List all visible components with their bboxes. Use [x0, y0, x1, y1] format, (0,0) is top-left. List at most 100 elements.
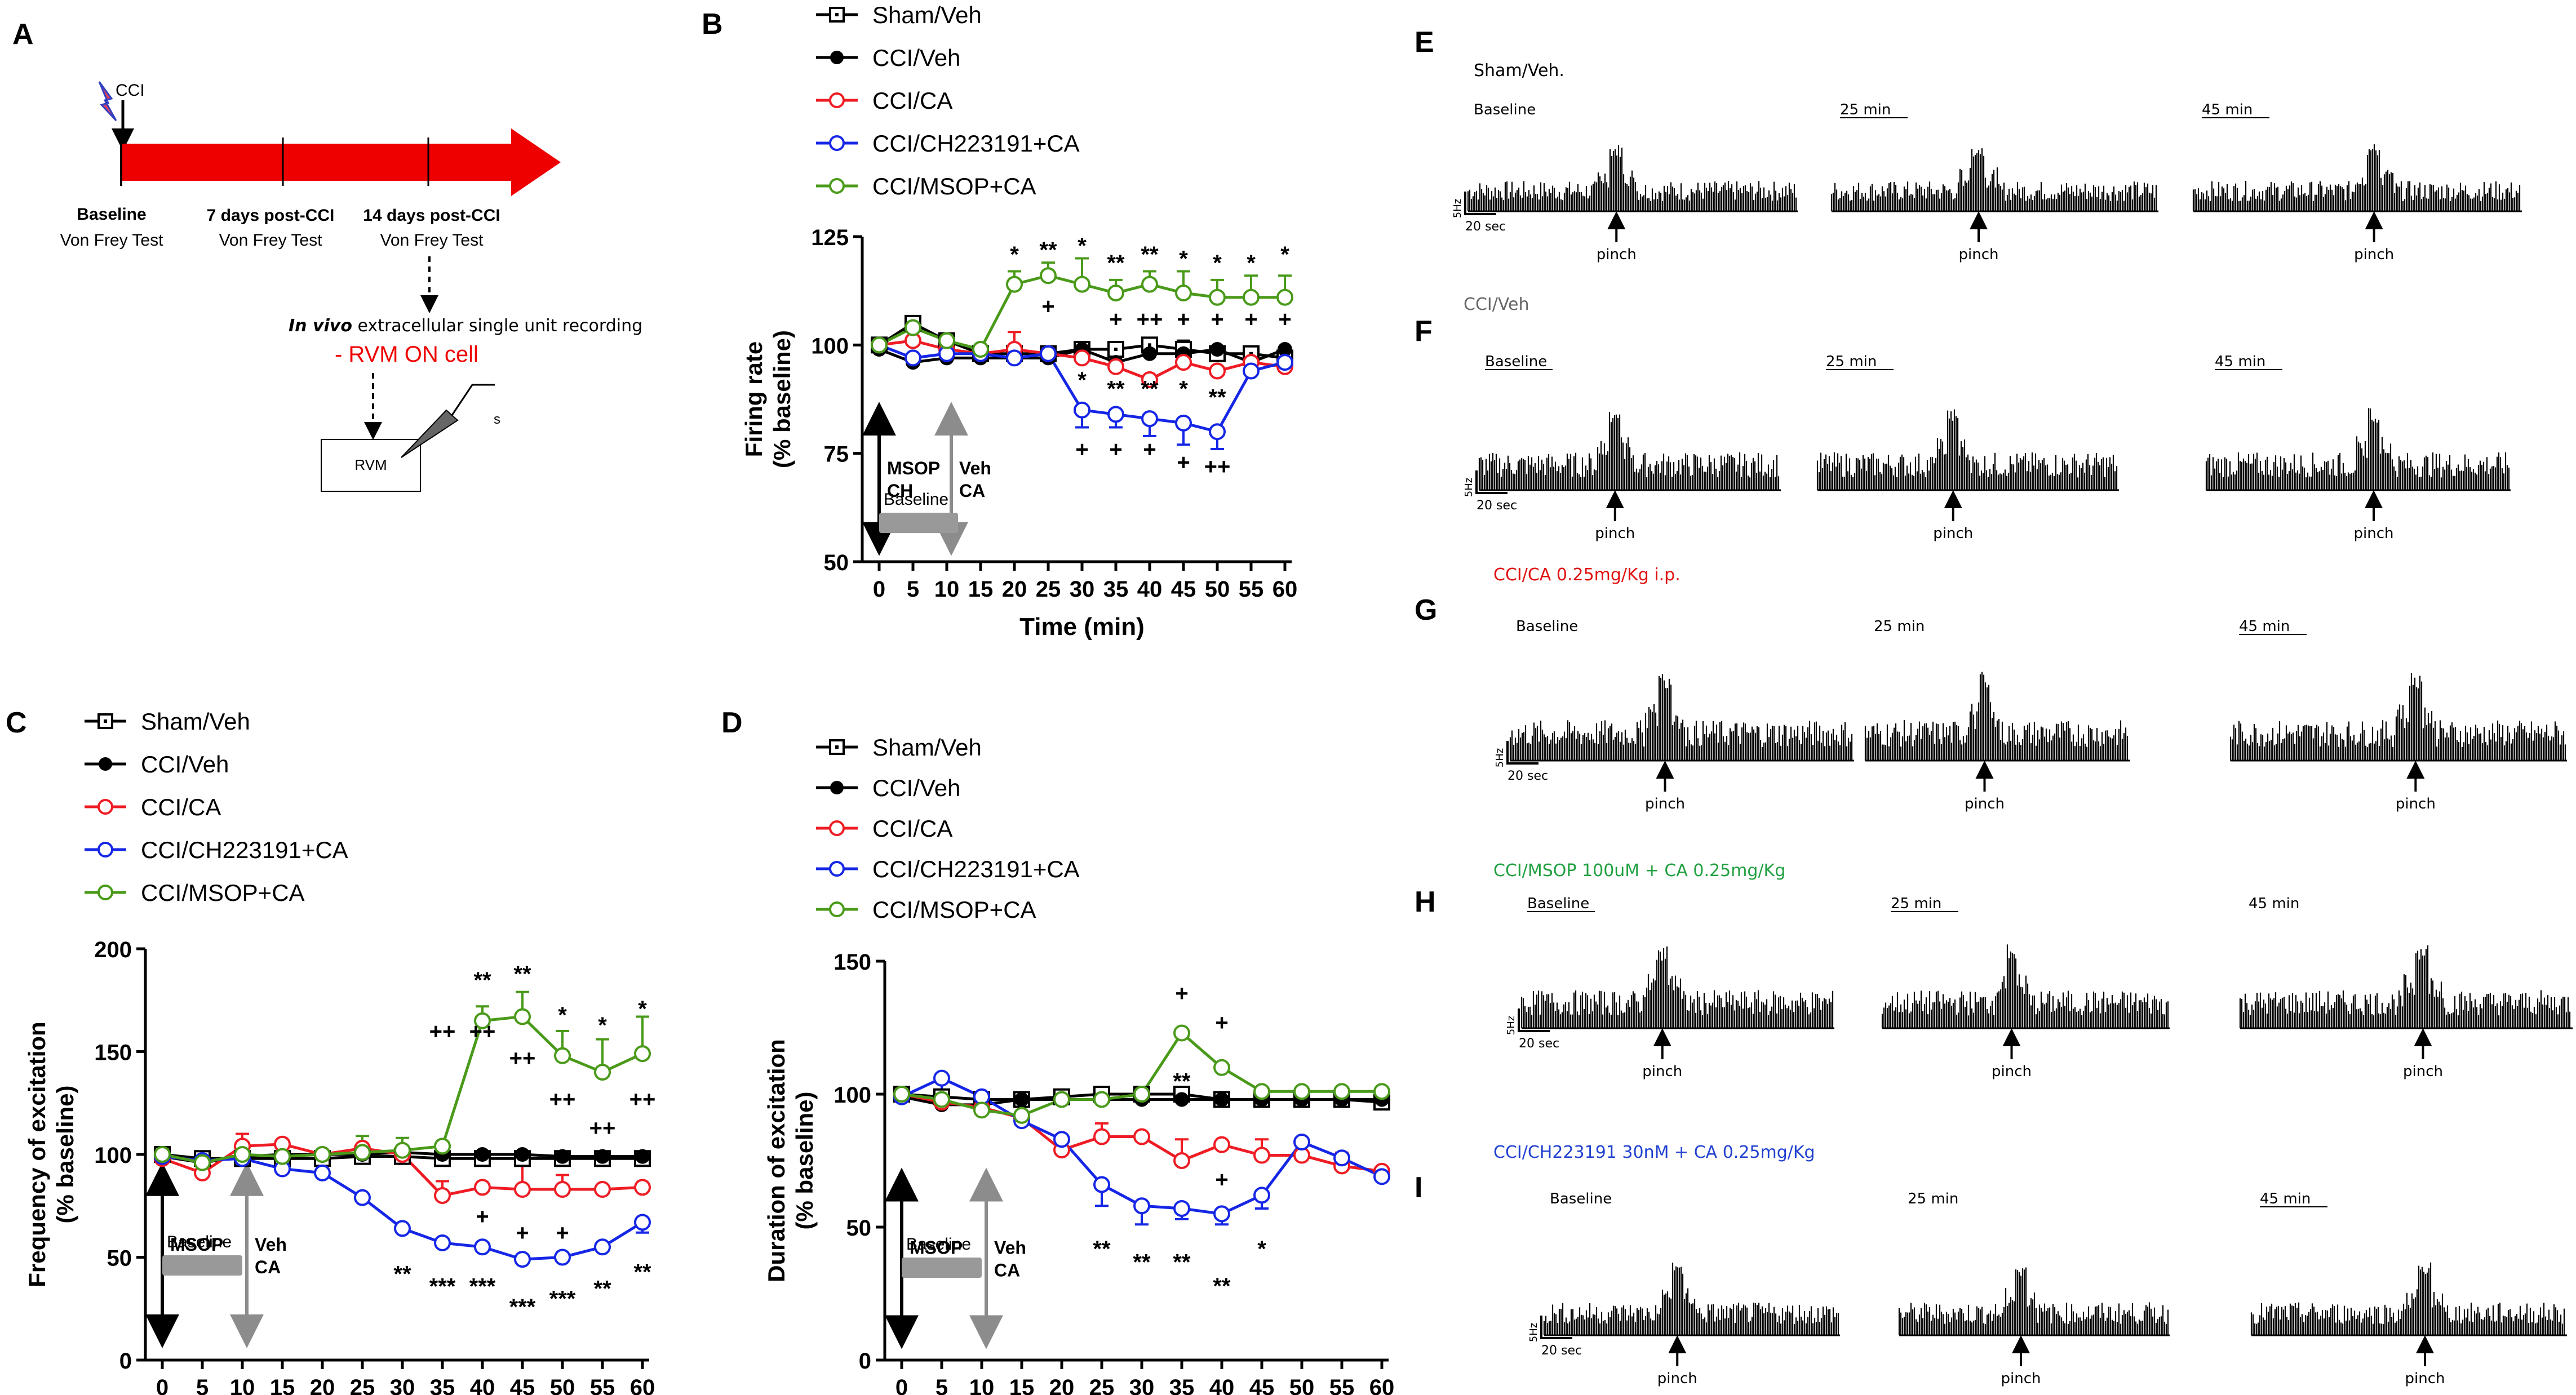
y-axis-title: Frequency of excitation	[24, 1021, 50, 1287]
sig-annotation: +	[1177, 307, 1190, 332]
trace-label-f-2: 45 min	[2215, 353, 2265, 370]
y-tick-label: 150	[94, 1041, 132, 1065]
legend-label-2: CCI/CA	[872, 815, 952, 842]
data-point-4-11	[1333, 1083, 1350, 1100]
y-tick-label: 50	[846, 1216, 872, 1241]
data-point-2-8	[1213, 1136, 1230, 1153]
data-point-4-6	[394, 1141, 411, 1159]
cci-label: CCI	[116, 81, 145, 100]
legend-marker-4	[829, 901, 845, 917]
sig-annotation: +	[1109, 307, 1122, 332]
scale-y-label: 5Hz	[1528, 1323, 1540, 1342]
x-tick-label: 35	[430, 1375, 455, 1395]
data-point-3-1	[905, 349, 921, 367]
panel-letter-f: F	[1415, 315, 1433, 348]
spike-histogram-i-1	[1898, 1267, 2169, 1335]
x-tick-label: 35	[1169, 1375, 1195, 1395]
sig-annotation: ++	[469, 1019, 496, 1044]
legend-label-4: CCI/MSOP+CA	[872, 173, 1036, 199]
data-point-0-11-center	[1249, 352, 1253, 356]
data-point-1-12	[1278, 342, 1292, 357]
data-point-4-1	[194, 1154, 211, 1171]
pinch-label: pinch	[2403, 1063, 2443, 1080]
sig-annotation: +	[1278, 307, 1291, 332]
trace-label-g-0: Baseline	[1516, 618, 1578, 635]
x-tick-label: 45	[1171, 577, 1196, 602]
baseline-label: Baseline	[884, 490, 948, 509]
data-point-2-10	[1209, 362, 1226, 380]
sig-annotation: +	[1177, 450, 1190, 475]
sig-annotation: *	[638, 997, 647, 1021]
trace-title-i: CCI/CH223191 30nM + CA 0.25mg/Kg	[1493, 1143, 1815, 1162]
data-point-3-5	[1093, 1176, 1110, 1193]
legend-marker-3	[829, 135, 845, 151]
legend-label-1: CCI/Veh	[141, 751, 229, 778]
sig-annotation: ++	[509, 1046, 536, 1070]
pinch-label: pinch	[1933, 525, 1973, 542]
trace-title-h: CCI/MSOP 100uM + CA 0.25mg/Kg	[1493, 861, 1785, 881]
x-tick-label: 40	[470, 1375, 495, 1395]
x-tick-label: 60	[1369, 1375, 1395, 1395]
spike-histogram-h-0	[1520, 946, 1834, 1028]
sig-annotation: +	[1244, 307, 1257, 332]
tp-14d-test: Von Frey Test	[380, 231, 484, 250]
y-tick-label: 75	[824, 442, 849, 467]
legend-marker-2	[97, 799, 113, 815]
legend-marker-1	[99, 757, 112, 771]
data-point-4-5	[354, 1144, 371, 1161]
x-tick-label: 15	[968, 577, 994, 602]
sig-annotation: ***	[429, 1274, 456, 1299]
sig-annotation: ++	[1137, 307, 1163, 332]
pinch-label: pinch	[2396, 796, 2436, 812]
sig-annotation: *	[1280, 242, 1289, 267]
schematic-mark: s	[494, 412, 500, 427]
baseline-label: Baseline	[167, 1233, 232, 1251]
sig-annotation: *	[558, 1003, 567, 1028]
data-point-4-9	[1175, 285, 1192, 302]
x-tick-label: 60	[630, 1375, 655, 1395]
traces-panels: E Sham/Veh. Baseline pinch 25 min pinch 45 min…	[1415, 26, 2573, 1387]
data-point-2-7	[1107, 358, 1124, 375]
data-point-3-10	[1209, 423, 1226, 441]
data-point-4-11	[594, 1064, 611, 1081]
data-point-3-11	[594, 1238, 611, 1256]
data-point-1-12	[635, 1149, 650, 1164]
y-axis-subtitle: (% baseline)	[791, 1091, 818, 1229]
data-point-3-1	[933, 1069, 950, 1087]
sig-annotation: +	[1109, 437, 1122, 462]
ca-label: CA	[994, 1260, 1020, 1280]
data-point-2-10	[554, 1181, 571, 1198]
spike-histogram-e-1	[1830, 148, 2157, 211]
data-point-4-2	[973, 1101, 990, 1119]
sig-annotation: **	[1107, 251, 1125, 276]
chart-b: 50 75 100 125 0 5 10 15 20 25 30 35 40 45 50 55 60 Time (…	[741, 225, 1297, 641]
y-tick-label: 0	[859, 1349, 871, 1374]
trace-label-g-2: 45 min	[2239, 618, 2290, 635]
pinch-label: pinch	[2405, 1370, 2445, 1387]
pinch-label: pinch	[2354, 246, 2394, 263]
sig-annotation: ++	[629, 1087, 656, 1112]
legend-label-1: CCI/Veh	[872, 775, 960, 801]
panel-a: A CCI Baseline Von Frey Test 7 days post…	[12, 18, 642, 492]
pinch-label: pinch	[2354, 525, 2394, 542]
spike-histogram-g-1	[1864, 672, 2129, 761]
scale-bar	[1518, 1009, 1550, 1032]
legend-label-0: Sham/Veh	[141, 708, 250, 735]
data-point-4-1	[933, 1091, 950, 1108]
x-tick-label: 0	[156, 1375, 169, 1395]
data-point-2-9	[514, 1181, 531, 1198]
sig-annotation: **	[393, 1262, 411, 1287]
legend-marker-4	[97, 885, 113, 900]
y-axis-subtitle: (% baseline)	[769, 330, 795, 468]
lightning-icon	[98, 81, 117, 122]
trace-label-h-2: 45 min	[2249, 895, 2299, 912]
sig-annotation: **	[1039, 238, 1057, 263]
legend-b: Sham/Veh CCI/Veh CCI/CA CCI/CH223191+CA CCI/…	[816, 2, 1080, 199]
legend-label-4: CCI/MSOP+CA	[872, 896, 1036, 923]
x-tick-label: 15	[1009, 1375, 1035, 1395]
data-point-3-5	[354, 1189, 371, 1206]
data-point-3-12	[1276, 354, 1293, 371]
legend-marker-4	[829, 178, 845, 194]
spike-histogram-f-0	[1478, 412, 1780, 490]
trace-label-f-1: 25 min	[1826, 353, 1877, 370]
